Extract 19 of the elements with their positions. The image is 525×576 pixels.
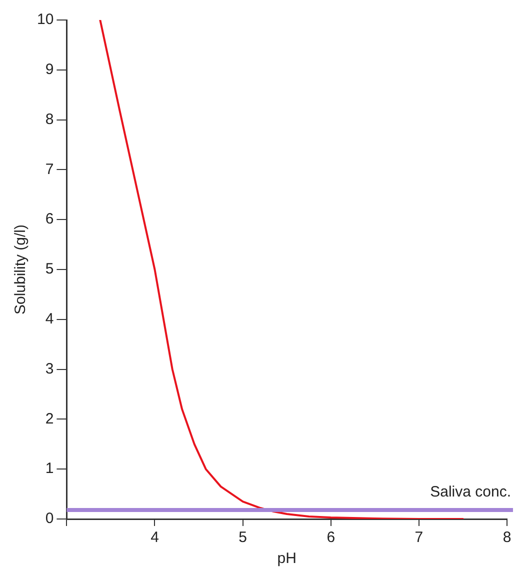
y-tick-label: 7 — [45, 160, 54, 178]
x-tick-label: 4 — [150, 529, 159, 546]
y-tick-label: 8 — [45, 110, 54, 128]
y-tick-label: 6 — [45, 210, 54, 228]
y-tick-label: 4 — [45, 310, 54, 328]
y-tick-label: 0 — [45, 510, 54, 528]
y-tick-label: 10 — [36, 11, 54, 28]
x-tick-label: 8 — [502, 529, 512, 546]
y-tick-label: 2 — [45, 410, 54, 428]
y-tick-label: 1 — [45, 460, 54, 478]
ref-line-label: Saliva conc. — [430, 484, 511, 501]
x-tick-label: 6 — [326, 529, 336, 546]
y-tick-label: 9 — [45, 61, 54, 78]
y-axis-title: Solubility (g/l) — [12, 224, 30, 315]
y-tick-label: 3 — [45, 360, 54, 378]
y-tick-label: 5 — [45, 260, 54, 278]
x-tick-label: 7 — [414, 529, 424, 546]
x-tick-label: 5 — [238, 529, 247, 546]
x-axis-title: pH — [277, 550, 296, 568]
